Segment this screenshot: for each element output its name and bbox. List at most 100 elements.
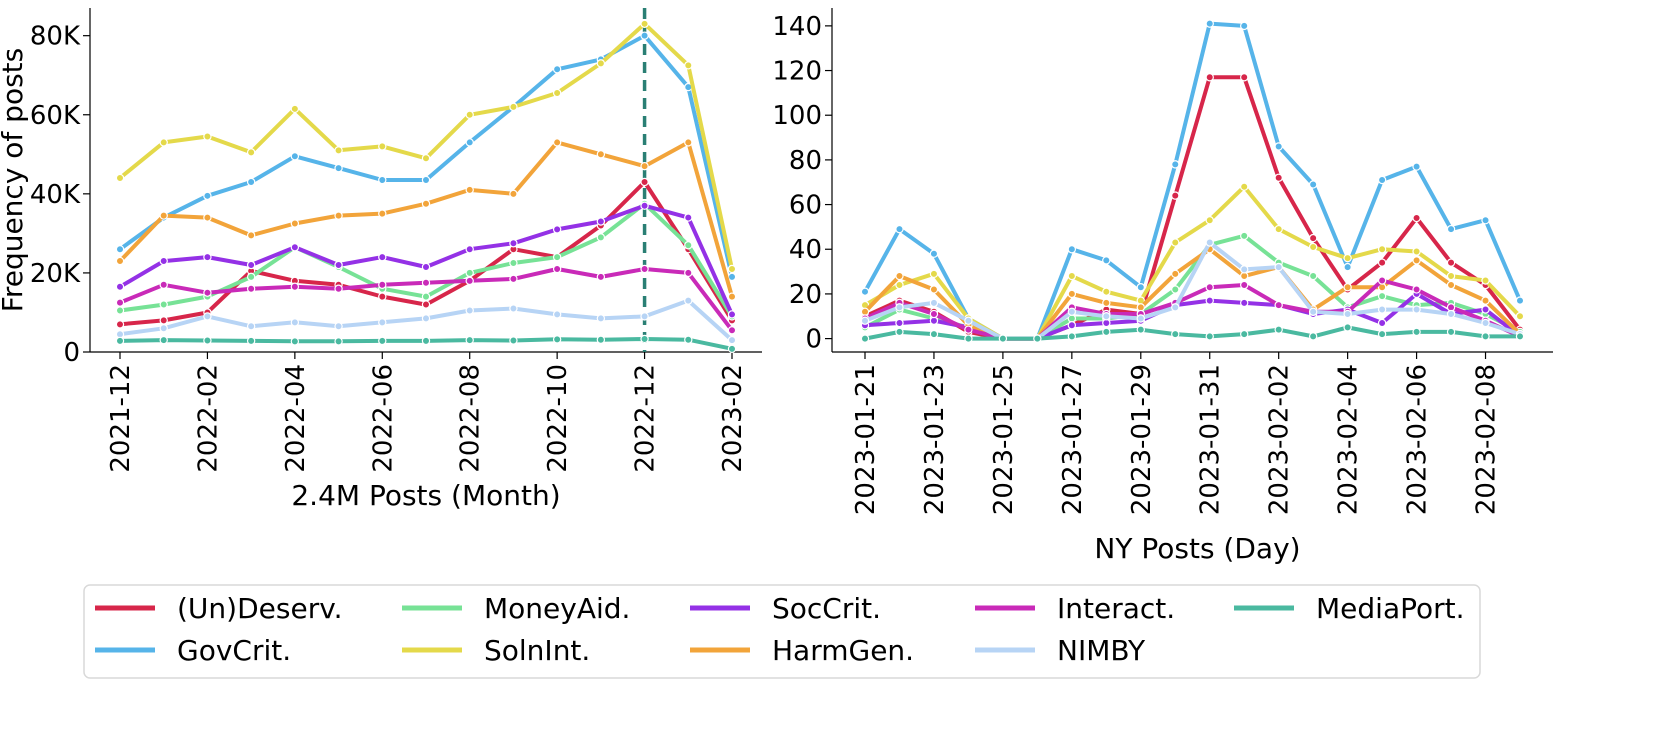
x-tick-label: 2023-01-29: [1127, 364, 1157, 515]
legend-label-govcrit: GovCrit.: [177, 634, 291, 667]
y-tick-label: 80: [789, 146, 822, 176]
data-point-nimby: [1274, 262, 1283, 272]
data-point-interact: [964, 325, 973, 334]
data-point-interact: [684, 268, 693, 278]
data-point-govcrit: [203, 191, 212, 201]
data-point-interact: [203, 288, 212, 297]
data-point-nimby: [684, 296, 693, 305]
y-tick-label: 40K: [30, 180, 81, 210]
data-point-mediaport: [1515, 332, 1525, 341]
data-point-soccrit: [159, 256, 168, 266]
data-point-un-deserv: [1205, 73, 1214, 82]
data-point-solnint: [1171, 238, 1180, 247]
data-point-solnint: [1067, 271, 1077, 281]
data-point-harmgen: [1343, 283, 1352, 292]
x-tick-label: 2022-04: [281, 364, 311, 473]
data-point-mediaport: [1136, 325, 1145, 334]
data-point-soccrit: [465, 244, 474, 254]
data-point-solnint: [1274, 224, 1283, 234]
data-point-govcrit: [290, 152, 300, 161]
data-point-un-deserv: [1377, 258, 1387, 267]
data-point-mediaport: [895, 327, 904, 337]
data-point-mediaport: [596, 335, 606, 344]
data-point-un-deserv: [1446, 258, 1456, 267]
data-point-solnint: [1308, 242, 1318, 252]
data-point-interact: [159, 280, 168, 289]
data-point-harmgen: [115, 256, 125, 266]
data-point-harmgen: [290, 219, 300, 228]
data-point-solnint: [1240, 182, 1249, 191]
data-point-soccrit: [1205, 296, 1214, 305]
data-point-mediaport: [1481, 332, 1490, 341]
data-point-mediaport: [1240, 329, 1249, 339]
data-point-soccrit: [727, 310, 737, 319]
data-point-mediaport: [334, 337, 343, 346]
x-axis-label: NY Posts (Day): [1094, 532, 1300, 565]
data-point-interact: [929, 309, 939, 319]
data-point-govcrit: [727, 272, 737, 282]
series-line-un-deserv: [863, 75, 1522, 341]
legend-label-soccrit: SocCrit.: [772, 592, 881, 625]
data-point-mediaport: [290, 337, 300, 346]
data-point-moneyaid: [684, 241, 693, 250]
x-tick-label: 2023-01-25: [989, 364, 1019, 515]
data-point-harmgen: [1171, 269, 1180, 279]
data-point-mediaport: [509, 336, 518, 345]
data-point-nimby: [895, 303, 904, 312]
data-point-harmgen: [1481, 296, 1490, 305]
x-tick-label: 2023-01-23: [920, 364, 950, 515]
data-point-un-deserv: [640, 177, 649, 187]
x-tick-label: 2022-06: [368, 364, 398, 473]
data-point-soccrit: [1067, 320, 1077, 330]
data-point-interact: [596, 272, 606, 282]
data-point-moneyaid: [552, 252, 562, 262]
data-point-harmgen: [246, 231, 256, 240]
data-point-soccrit: [1481, 305, 1490, 314]
data-point-solnint: [203, 132, 212, 141]
data-point-mediaport: [1274, 325, 1283, 334]
data-point-harmgen: [334, 211, 343, 220]
data-point-govcrit: [1308, 180, 1318, 189]
data-point-soccrit: [895, 318, 904, 328]
data-point-nimby: [509, 304, 518, 313]
y-tick-label: 140: [772, 12, 822, 42]
data-point-soccrit: [1240, 298, 1249, 308]
data-point-interact: [246, 284, 256, 293]
data-point-solnint: [378, 142, 387, 151]
data-point-nimby: [1067, 307, 1077, 316]
data-point-nimby: [246, 322, 256, 331]
data-point-interact: [115, 298, 125, 307]
data-point-solnint: [1205, 216, 1214, 225]
data-point-soccrit: [115, 282, 125, 291]
data-point-harmgen: [509, 189, 518, 199]
y-tick-label: 20: [789, 280, 822, 310]
data-point-mediaport: [1308, 332, 1318, 341]
data-point-moneyaid: [1171, 285, 1180, 294]
data-point-harmgen: [684, 138, 693, 147]
data-point-govcrit: [552, 65, 562, 74]
data-point-govcrit: [640, 31, 649, 40]
data-point-interact: [1274, 300, 1283, 310]
data-point-solnint: [334, 146, 343, 155]
data-point-interact: [1205, 283, 1214, 292]
y-tick-label: 40: [789, 235, 822, 265]
data-point-solnint: [290, 104, 300, 114]
data-point-nimby: [115, 330, 125, 339]
data-point-mediaport: [1343, 323, 1352, 332]
data-point-mediaport: [203, 336, 212, 345]
data-point-mediaport: [1377, 329, 1387, 339]
data-point-govcrit: [895, 224, 904, 234]
data-point-mediaport: [964, 334, 973, 343]
data-point-govcrit: [1136, 283, 1145, 292]
data-point-solnint: [115, 173, 125, 183]
data-point-nimby: [640, 312, 649, 321]
data-point-interact: [1240, 280, 1249, 290]
y-tick-label: 0: [63, 338, 80, 368]
data-point-nimby: [290, 318, 300, 327]
data-point-mediaport: [640, 334, 649, 344]
data-point-mediaport: [552, 335, 562, 344]
data-point-govcrit: [1171, 160, 1180, 169]
data-point-interact: [640, 264, 649, 274]
data-point-govcrit: [1412, 162, 1421, 171]
data-point-mediaport: [727, 344, 737, 354]
